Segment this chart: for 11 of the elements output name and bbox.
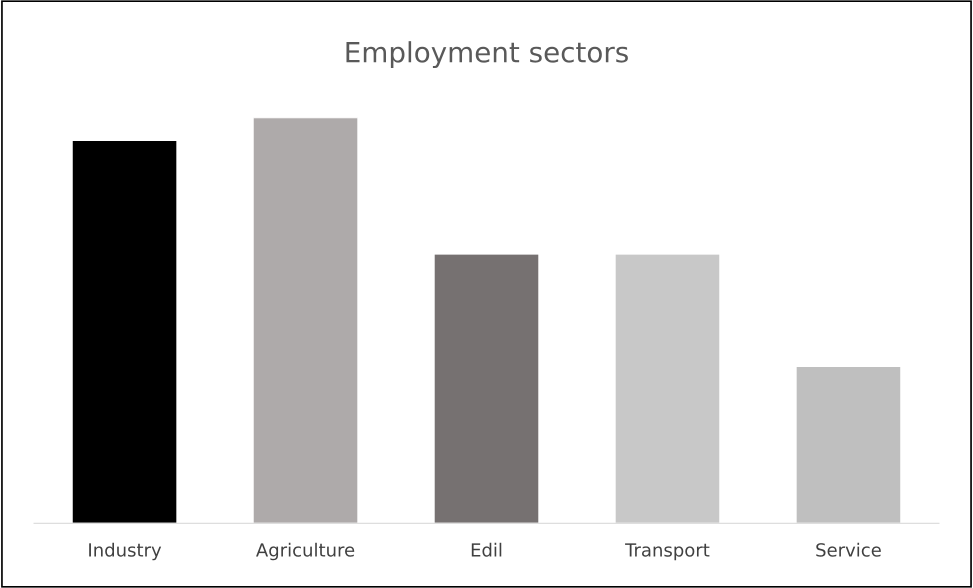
x-tick-label: Industry [89, 542, 162, 560]
bar [614, 253, 721, 524]
x-tick-label: Transport [625, 543, 710, 560]
bar [795, 366, 902, 524]
bar [71, 140, 178, 524]
x-tick-label: Agriculture [256, 542, 354, 560]
bar [252, 118, 359, 524]
chart-title: Employment sectors [346, 41, 628, 68]
x-tick-label: Service [816, 542, 881, 557]
x-tick-label: Edil [472, 542, 502, 557]
bar [433, 253, 540, 524]
